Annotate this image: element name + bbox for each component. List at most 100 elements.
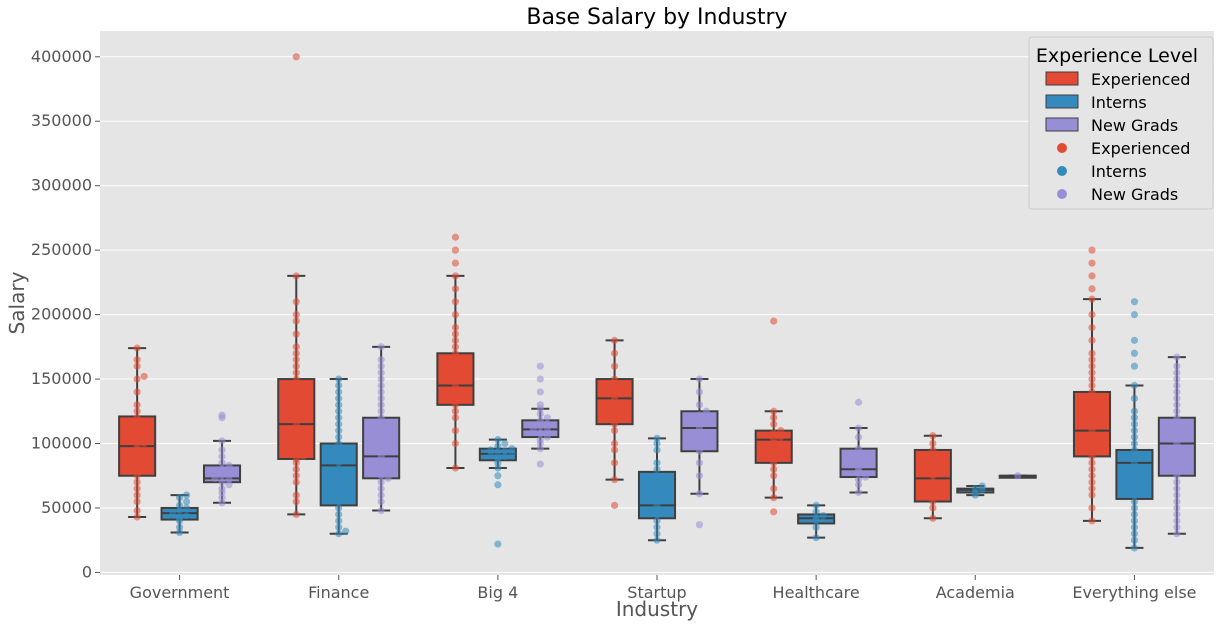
- data-point: [543, 420, 551, 428]
- data-point: [451, 343, 460, 351]
- data-point: [377, 491, 385, 499]
- data-point: [377, 472, 385, 480]
- data-point: [292, 298, 300, 306]
- data-point: [335, 491, 343, 499]
- data-point: [451, 375, 460, 383]
- data-point: [1088, 246, 1096, 254]
- data-point: [610, 388, 619, 396]
- data-point: [1130, 336, 1139, 344]
- data-point: [140, 372, 148, 381]
- data-point: [335, 414, 343, 422]
- data-point: [812, 514, 820, 522]
- data-point: [494, 540, 502, 548]
- data-point: [133, 427, 141, 435]
- legend-patch: [1045, 117, 1079, 132]
- x-axis-title: Industry: [616, 597, 698, 621]
- legend-patch: [1045, 94, 1079, 109]
- data-point: [182, 512, 191, 520]
- data-point: [695, 472, 704, 480]
- data-point: [1088, 446, 1096, 454]
- data-point: [1088, 388, 1096, 396]
- y-tick-label: 100000: [31, 434, 92, 453]
- data-point: [1088, 491, 1096, 499]
- data-point: [182, 497, 191, 506]
- data-point: [335, 420, 343, 428]
- data-point: [1130, 420, 1139, 428]
- x-tick-label: Finance: [308, 583, 369, 602]
- data-point: [494, 455, 502, 463]
- data-point: [770, 407, 778, 415]
- data-point: [854, 481, 863, 489]
- data-point: [225, 468, 233, 476]
- data-point: [292, 407, 300, 415]
- data-point: [1173, 472, 1181, 480]
- y-tick-label: 50000: [41, 498, 92, 517]
- data-point: [653, 523, 661, 531]
- data-point: [451, 362, 460, 370]
- data-point: [377, 388, 385, 396]
- data-point: [695, 411, 704, 419]
- data-point: [1173, 420, 1181, 428]
- data-point: [770, 465, 778, 473]
- data-point: [610, 407, 619, 415]
- data-point: [335, 452, 343, 461]
- data-point: [451, 349, 460, 357]
- data-point: [854, 433, 863, 441]
- y-tick-label: 350000: [31, 111, 92, 130]
- data-point: [1173, 433, 1181, 441]
- data-point: [168, 509, 177, 517]
- data-point: [929, 485, 937, 493]
- data-point: [335, 465, 343, 473]
- data-point: [133, 414, 141, 422]
- data-point: [770, 452, 778, 461]
- data-point: [610, 446, 619, 454]
- data-point: [384, 474, 392, 482]
- data-point: [451, 394, 460, 402]
- data-point: [133, 375, 141, 383]
- data-point: [1130, 485, 1139, 493]
- data-point: [1173, 504, 1181, 512]
- data-point: [695, 521, 704, 529]
- data-point: [929, 514, 937, 522]
- data-point: [335, 472, 343, 480]
- data-point: [1173, 388, 1181, 396]
- legend-label: Experienced: [1091, 70, 1190, 89]
- data-point: [610, 401, 619, 409]
- data-point: [1173, 523, 1181, 531]
- data-point: [377, 343, 385, 351]
- data-point: [1130, 497, 1139, 506]
- data-point: [536, 388, 544, 396]
- data-point: [610, 414, 619, 422]
- data-point: [292, 427, 300, 435]
- data-point: [610, 420, 619, 428]
- data-point: [133, 465, 141, 473]
- data-point: [1088, 369, 1096, 377]
- data-point: [335, 459, 343, 467]
- legend-title: Experience Level: [1036, 45, 1198, 67]
- data-point: [1130, 433, 1139, 441]
- data-point: [1014, 472, 1022, 480]
- data-point: [854, 452, 863, 461]
- data-point: [610, 375, 619, 383]
- data-point: [133, 497, 141, 506]
- data-point: [1130, 536, 1139, 544]
- data-point: [770, 436, 778, 444]
- data-point: [218, 465, 226, 473]
- data-point: [1088, 504, 1096, 512]
- data-point: [695, 416, 704, 424]
- data-point: [695, 433, 704, 441]
- data-point: [133, 459, 141, 467]
- data-point: [610, 362, 619, 370]
- data-point: [377, 375, 385, 383]
- data-point: [292, 472, 300, 480]
- x-tick-label: Academia: [936, 583, 1015, 602]
- data-point: [1173, 362, 1181, 370]
- data-point: [377, 459, 385, 467]
- data-point: [610, 381, 619, 390]
- data-point: [494, 464, 502, 472]
- data-point: [1088, 401, 1096, 409]
- data-point: [451, 427, 460, 435]
- data-point: [1088, 381, 1096, 390]
- data-point: [610, 394, 619, 402]
- data-point: [777, 427, 785, 435]
